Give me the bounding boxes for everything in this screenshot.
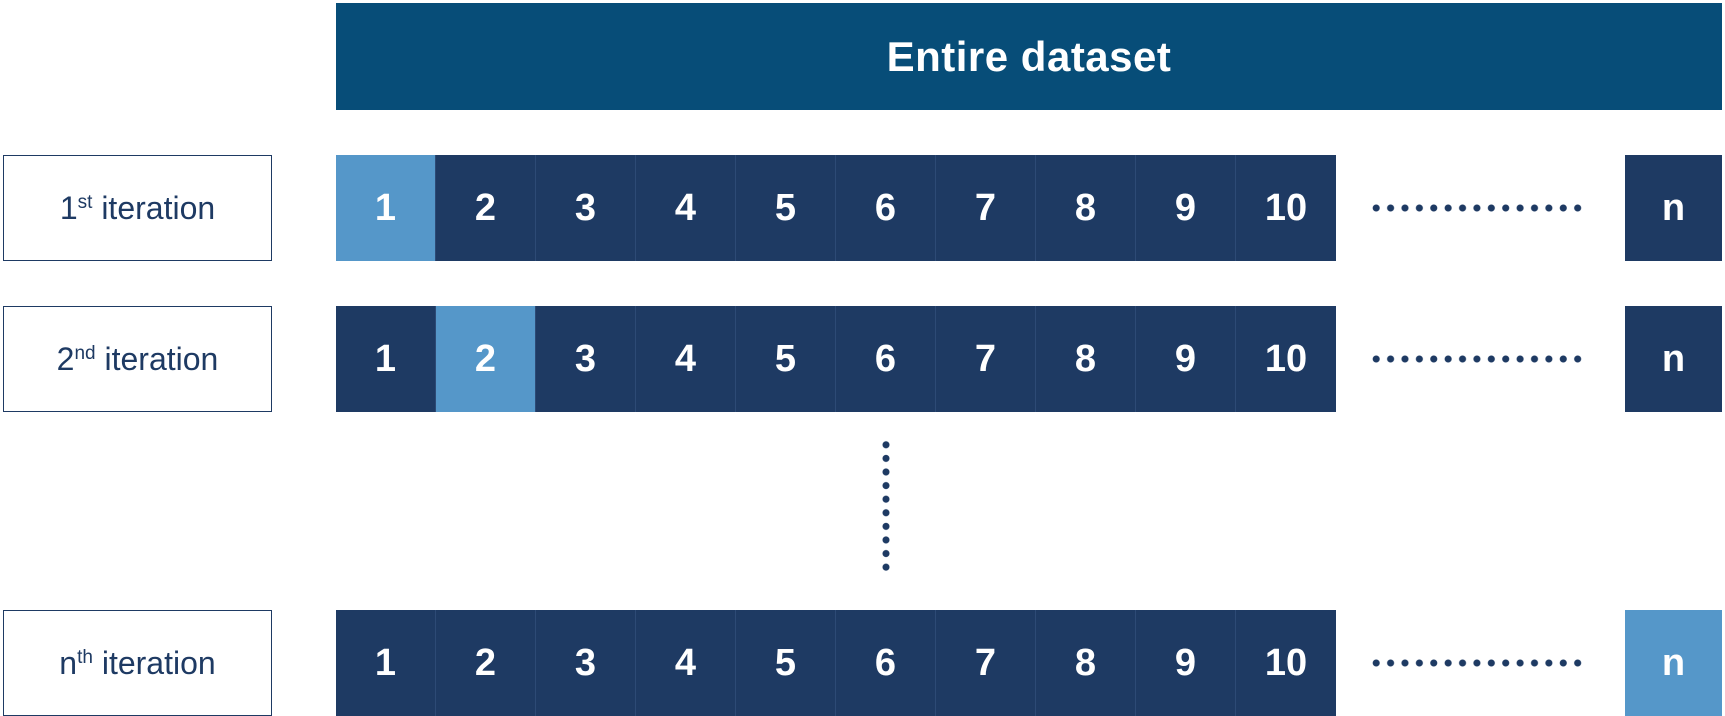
iteration-ordinal-suffix: th: [77, 646, 93, 668]
fold-cell: 9: [1136, 155, 1236, 261]
fold-row: 1 2 3 4 5 6 7 8 9 10: [336, 155, 1336, 261]
fold-cell: 7: [936, 155, 1036, 261]
horizontal-ellipsis: [1369, 355, 1585, 363]
fold-cell: 8: [1036, 155, 1136, 261]
fold-cell: 4: [636, 306, 736, 412]
fold-cell: 7: [936, 306, 1036, 412]
fold-cell: 6: [836, 610, 936, 716]
fold-cell: 8: [1036, 610, 1136, 716]
fold-cell: 4: [636, 610, 736, 716]
horizontal-ellipsis: [1369, 659, 1585, 667]
fold-cell-last: n: [1625, 306, 1722, 412]
iteration-text: iteration: [92, 644, 216, 681]
fold-cell: 6: [836, 155, 936, 261]
fold-cell: 2: [436, 155, 536, 261]
fold-cell: 1: [336, 306, 436, 412]
fold-cell: 3: [536, 306, 636, 412]
entire-dataset-title: Entire dataset: [886, 32, 1172, 80]
entire-dataset-bar: Entire dataset: [336, 3, 1722, 110]
fold-cell: 3: [536, 155, 636, 261]
fold-cell: 3: [536, 610, 636, 716]
fold-cell-last-test: n: [1625, 610, 1722, 716]
vertical-ellipsis: [881, 438, 891, 574]
fold-cell: 8: [1036, 306, 1136, 412]
fold-row: 1 2 3 4 5 6 7 8 9 10: [336, 610, 1336, 716]
fold-cell: 10: [1236, 610, 1336, 716]
iteration-label: n th iteration: [3, 610, 272, 716]
fold-cell: 4: [636, 155, 736, 261]
iteration-ordinal-suffix: st: [77, 191, 93, 213]
fold-cell: 5: [736, 306, 836, 412]
fold-cell: 1: [336, 610, 436, 716]
iteration-number: 2: [56, 340, 75, 377]
fold-cell-last: n: [1625, 155, 1722, 261]
fold-cell: 5: [736, 610, 836, 716]
fold-cell: 7: [936, 610, 1036, 716]
iteration-number: 1: [59, 189, 78, 226]
fold-cell: 2: [436, 610, 536, 716]
iteration-number: n: [59, 644, 78, 681]
horizontal-ellipsis: [1369, 204, 1585, 212]
fold-cell: 10: [1236, 306, 1336, 412]
fold-cell: 9: [1136, 306, 1236, 412]
fold-cell: 6: [836, 306, 936, 412]
iteration-text: iteration: [95, 340, 219, 377]
iteration-text: iteration: [92, 189, 216, 226]
fold-cell: 5: [736, 155, 836, 261]
iteration-ordinal-suffix: nd: [74, 342, 96, 364]
fold-cell-test: 2: [436, 306, 536, 412]
fold-row: 1 2 3 4 5 6 7 8 9 10: [336, 306, 1336, 412]
fold-cell: 10: [1236, 155, 1336, 261]
fold-cell-test: 1: [336, 155, 436, 261]
fold-cell: 9: [1136, 610, 1236, 716]
